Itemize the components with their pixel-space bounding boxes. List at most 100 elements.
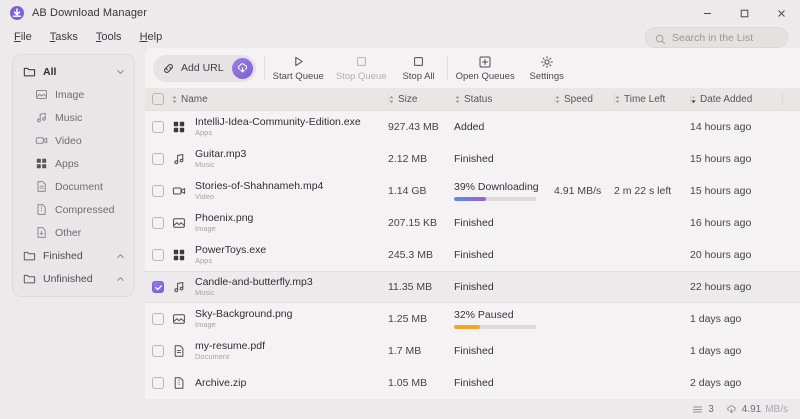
menu-bar: File Tasks Tools Help Search in the List <box>0 26 800 48</box>
column-header-name[interactable]: Name <box>171 88 388 110</box>
row-status-wrap: 32% Paused <box>454 309 554 329</box>
table-row[interactable]: my-resume.pdf Document 1.7 MB Finished 1… <box>145 335 800 367</box>
menu-tools-rest: ools <box>101 31 122 43</box>
download-arrow-icon <box>9 5 25 21</box>
file-name: Guitar.mp3 <box>195 148 247 160</box>
menu-help[interactable]: Help <box>138 30 165 44</box>
archive-icon <box>171 375 187 391</box>
file-name: IntelliJ-Idea-Community-Edition.exe <box>195 116 361 128</box>
file-category: Music <box>195 288 215 297</box>
download-list[interactable]: IntelliJ-Idea-Community-Edition.exe Apps… <box>145 111 800 399</box>
row-checkbox[interactable] <box>145 313 171 325</box>
sidebar-card: All Image Music <box>12 54 135 297</box>
sidebar-item-all[interactable]: All <box>13 60 134 83</box>
menu-tools[interactable]: Tools <box>94 30 124 44</box>
menu-tasks[interactable]: Tasks <box>48 30 80 44</box>
row-name-text: Guitar.mp3 Music <box>195 148 246 170</box>
row-status-cell: 39% Downloading <box>454 181 554 201</box>
row-name-cell: Stories-of-Shahnameh.mp4 Video <box>171 180 388 202</box>
start-queue-button[interactable]: Start Queue <box>267 50 330 86</box>
table-row[interactable]: Guitar.mp3 Music 2.12 MB Finished 15 hou… <box>145 143 800 175</box>
file-category: Music <box>195 160 215 169</box>
row-checkbox[interactable] <box>145 281 171 293</box>
sidebar-item-finished-label: Finished <box>43 249 83 262</box>
image-icon <box>35 88 48 101</box>
table-row[interactable]: PowerToys.exe Apps 245.3 MB Finished 20 … <box>145 239 800 271</box>
apps-grid-icon <box>35 157 48 170</box>
row-checkbox[interactable] <box>145 153 171 165</box>
sidebar-item-video-label: Video <box>55 134 82 147</box>
sidebar-item-document[interactable]: Document <box>13 175 134 198</box>
row-name-cell: Guitar.mp3 Music <box>171 148 388 170</box>
table-row[interactable]: Sky-Background.png Image 1.25 MB 32% Pau… <box>145 303 800 335</box>
search-input[interactable]: Search in the List <box>645 27 788 48</box>
cloud-download-icon[interactable] <box>231 57 253 79</box>
row-size: 1.7 MB <box>388 345 422 357</box>
sidebar-item-other[interactable]: Other <box>13 221 134 244</box>
maximize-button[interactable] <box>726 0 763 26</box>
row-checkbox[interactable] <box>145 121 171 133</box>
stop-all-button[interactable]: Stop All <box>393 50 445 86</box>
open-queues-button[interactable]: Open Queues <box>450 50 521 86</box>
table-row[interactable]: Archive.zip 1.05 MB Finished 2 days ago <box>145 367 800 399</box>
toolbar: Add URL Start Queue <box>145 48 800 88</box>
chevron-up-icon[interactable] <box>116 274 125 283</box>
sidebar-item-finished[interactable]: Finished <box>13 244 134 267</box>
row-checkbox[interactable] <box>145 249 171 261</box>
settings-button[interactable]: Settings <box>521 50 573 86</box>
music-note-icon <box>171 151 187 167</box>
open-queues-label: Open Queues <box>455 71 515 82</box>
check-icon <box>154 284 162 290</box>
chevron-up-icon[interactable] <box>116 251 125 260</box>
row-name-text: my-resume.pdf Document <box>195 340 265 362</box>
minimize-button[interactable] <box>689 0 726 26</box>
column-header-time-left-label: Time Left <box>624 93 666 105</box>
file-category: Image <box>195 320 216 329</box>
row-checkbox[interactable] <box>145 345 171 357</box>
table-row[interactable]: Phoenix.png Image 207.15 KB Finished 16 … <box>145 207 800 239</box>
row-name-text: Sky-Background.png Image <box>195 308 292 330</box>
column-header-status-label: Status <box>464 93 493 105</box>
sidebar-item-unfinished[interactable]: Unfinished <box>13 267 134 290</box>
menu-file-rest: ile <box>20 31 32 43</box>
sort-icon <box>388 95 395 104</box>
row-checkbox[interactable] <box>145 185 171 197</box>
sidebar-item-video[interactable]: Video <box>13 129 134 152</box>
row-size: 245.3 MB <box>388 249 433 261</box>
row-name-text: Phoenix.png Image <box>195 212 253 234</box>
add-url-button[interactable]: Add URL <box>153 54 256 82</box>
sidebar-item-apps-label: Apps <box>55 157 79 170</box>
select-all-checkbox[interactable] <box>145 88 171 110</box>
row-date-added: 22 hours ago <box>690 281 752 293</box>
toolbar-divider <box>263 56 265 80</box>
table-row-selected[interactable]: Candle-and-butterfly.mp3 Music 11.35 MB … <box>145 271 800 303</box>
close-button[interactable] <box>763 0 800 26</box>
row-size: 2.12 MB <box>388 153 428 165</box>
row-checkbox[interactable] <box>145 377 171 389</box>
sidebar-item-compressed-label: Compressed <box>55 203 115 216</box>
column-header-date-added[interactable]: Date Added <box>690 88 782 110</box>
sidebar-item-compressed[interactable]: Compressed <box>13 198 134 221</box>
table-row[interactable]: Stories-of-Shahnameh.mp4 Video 1.14 GB 3… <box>145 175 800 207</box>
column-header-status[interactable]: Status <box>454 88 554 110</box>
column-header-speed[interactable]: Speed <box>554 88 614 110</box>
column-header-time-left[interactable]: Time Left <box>614 88 690 110</box>
row-time-left: 2 m 22 s left <box>614 185 672 197</box>
video-camera-icon <box>35 134 48 147</box>
stop-queue-button[interactable]: Stop Queue <box>330 50 393 86</box>
table-row[interactable]: IntelliJ-Idea-Community-Edition.exe Apps… <box>145 111 800 143</box>
column-header-size[interactable]: Size <box>388 88 454 110</box>
cloud-download-icon <box>726 404 737 415</box>
column-header-date-added-label: Date Added <box>700 93 753 105</box>
row-checkbox[interactable] <box>145 217 171 229</box>
checkbox-box <box>152 217 164 229</box>
stop-square-icon <box>412 54 425 69</box>
sidebar-item-apps[interactable]: Apps <box>13 152 134 175</box>
progress-fill <box>454 197 486 201</box>
sidebar-item-music[interactable]: Music <box>13 106 134 129</box>
menu-file[interactable]: File <box>12 30 34 44</box>
sidebar-item-image[interactable]: Image <box>13 83 134 106</box>
chevron-down-icon[interactable] <box>116 67 125 76</box>
row-size: 207.15 KB <box>388 217 438 229</box>
row-size: 927.43 MB <box>388 121 439 133</box>
